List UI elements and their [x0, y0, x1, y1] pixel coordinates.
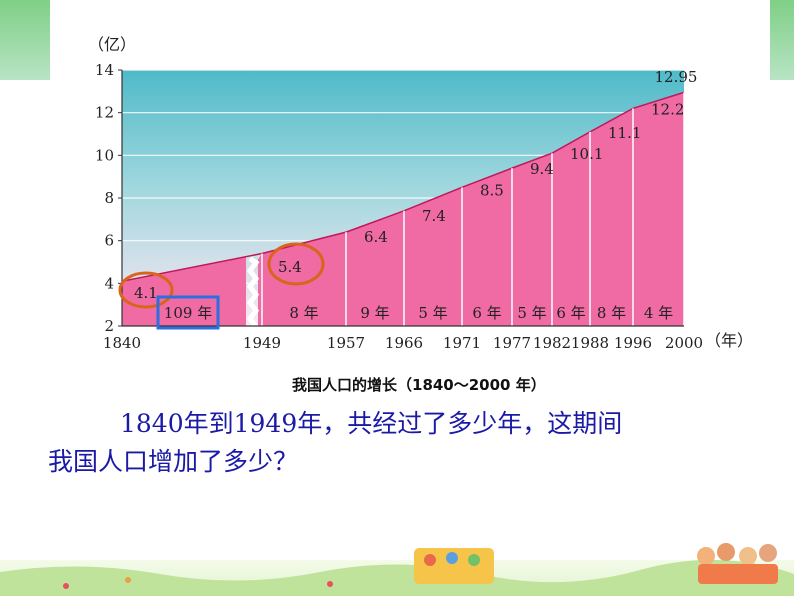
- interval-label: 9 年: [360, 304, 389, 322]
- x-tick-label: 1957: [327, 334, 365, 352]
- value-labels: 4.1 5.4 6.4 7.4 8.5 9.4 10.1 11.1 12.2 12.95: [134, 68, 697, 302]
- area-top-line: [403, 186, 463, 212]
- interval-label: 4 年: [644, 304, 673, 322]
- area-top-line: [589, 107, 634, 133]
- interval-label: 109 年: [164, 304, 212, 322]
- interval-label: 6 年: [556, 304, 585, 322]
- x-tick-label: 1840: [103, 334, 141, 352]
- area-segment: [262, 232, 346, 326]
- y-tick-label: 4: [104, 274, 114, 292]
- interval-label: 5 年: [517, 304, 546, 322]
- population-area-series: [121, 91, 685, 327]
- y-tick-label: 10: [95, 146, 114, 164]
- highlight-circle: [118, 271, 174, 309]
- value-label: 11.1: [608, 124, 641, 142]
- question-line-2: 我国人口增加了多少？: [48, 447, 299, 476]
- area-segment: [122, 256, 246, 326]
- x-tick-label: 2000: [665, 334, 703, 352]
- area-segment: [258, 253, 262, 326]
- value-label: 12.95: [655, 68, 698, 86]
- value-label: 10.1: [570, 145, 603, 163]
- interval-label: 8 年: [597, 304, 626, 322]
- area-segment: [633, 92, 684, 327]
- x-tick-labels: 1840 1949 1957 1966 1971 1977 1982 1988 1996 2000: [103, 334, 703, 352]
- x-tick-label: 1977: [493, 334, 531, 352]
- area-top-line: [121, 252, 263, 282]
- y-tick-label: 2: [104, 317, 114, 335]
- x-tick-label: 1988: [571, 334, 609, 352]
- y-tick-label: 6: [104, 232, 114, 250]
- value-label: 4.1: [134, 284, 158, 302]
- x-tick-label: 1966: [385, 334, 423, 352]
- area-top-line: [511, 152, 553, 169]
- value-label: 12.2: [651, 100, 684, 118]
- interval-label: 6 年: [472, 304, 501, 322]
- kids-decoration: [414, 543, 778, 584]
- x-tick-label: 1982: [533, 334, 571, 352]
- axis-break-mark: [246, 256, 260, 329]
- highlight-box: [156, 295, 220, 330]
- value-label: 9.4: [530, 160, 554, 178]
- small-flowers: [63, 577, 333, 589]
- year-dividers: [261, 92, 685, 326]
- question-line-1: 1840年到1949年，共经过了多少年，这期间: [120, 409, 623, 438]
- highlight-marks: [118, 242, 325, 330]
- area-segment: [462, 168, 512, 326]
- chart-caption: 我国人口的增长（1840～2000 年）: [292, 376, 546, 394]
- x-tick-label: 1996: [614, 334, 652, 352]
- value-label: 7.4: [422, 207, 446, 225]
- area-segment: [404, 187, 462, 326]
- area-segment: [346, 210, 404, 326]
- y-axis-label: （亿）: [88, 35, 136, 54]
- value-label: 8.5: [480, 181, 504, 199]
- area-top-line: [461, 167, 513, 189]
- axis-break-zigzag: [246, 256, 260, 329]
- interval-labels: 109 年 8 年 9 年 5 年 6 年 5 年 6 年 8 年 4 年: [164, 304, 673, 322]
- area-top-line: [345, 210, 405, 233]
- y-tick-label: 12: [95, 104, 114, 122]
- area-segment: [590, 108, 633, 327]
- value-label: 6.4: [364, 228, 388, 246]
- area-segment: [512, 153, 552, 326]
- x-tick-label: 1971: [443, 334, 481, 352]
- area-segment: [552, 131, 590, 326]
- x-axis-label: （年）: [705, 331, 753, 350]
- y-tick-label: 8: [104, 189, 114, 207]
- y-tick-labels: 2 4 6 8 10 12 14: [95, 61, 114, 335]
- value-label: 5.4: [278, 258, 302, 276]
- y-tick-label: 14: [95, 61, 114, 79]
- area-top-line: [632, 91, 685, 110]
- interval-label: 5 年: [418, 304, 447, 322]
- highlight-circle: [267, 242, 325, 286]
- question-text: 1840年到1949年，共经过了多少年，这期间 我国人口增加了多少？: [48, 405, 748, 481]
- interval-label: 8 年: [289, 304, 318, 322]
- area-top-line: [551, 131, 591, 154]
- x-tick-label: 1949: [243, 334, 281, 352]
